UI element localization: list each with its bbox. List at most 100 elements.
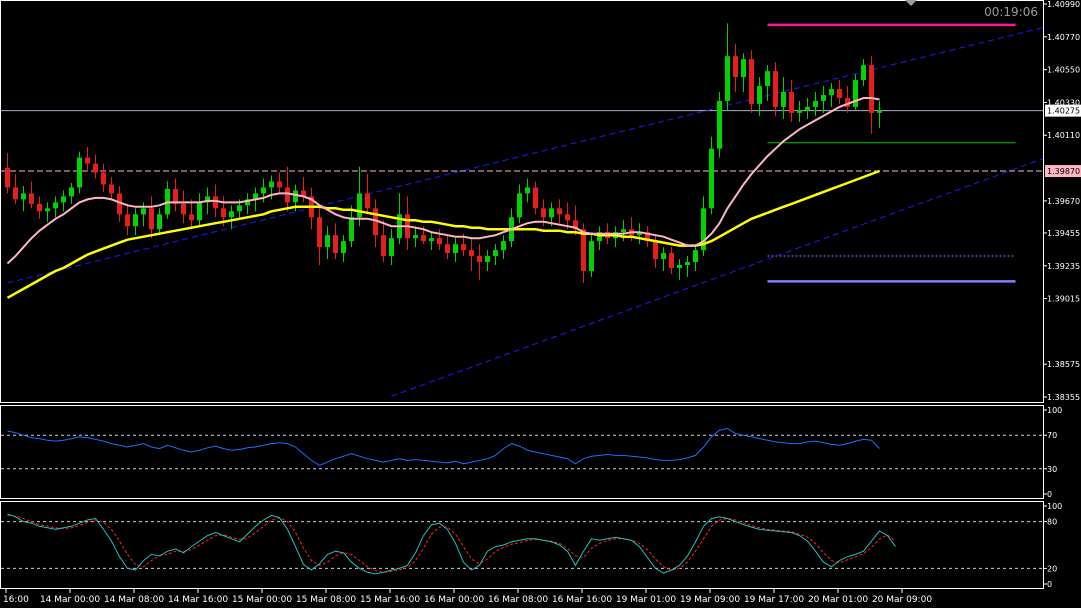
time-tick-label: 16 Mar 08:00 xyxy=(488,595,548,605)
price-tick-label: 1.38355 xyxy=(1047,393,1080,402)
candle-body xyxy=(829,89,834,95)
candle-body xyxy=(621,229,626,233)
slow-moving-average-line xyxy=(6,169,880,299)
candle-body xyxy=(117,193,122,215)
candle-body xyxy=(653,241,658,260)
candle-body xyxy=(421,235,426,242)
candle-body xyxy=(253,193,258,200)
candle-body xyxy=(285,187,290,203)
candle-body xyxy=(205,196,210,203)
rsi-line xyxy=(7,427,880,466)
candle-body xyxy=(485,256,490,263)
candle-body xyxy=(773,71,778,107)
candle-body xyxy=(757,86,762,104)
candle-body xyxy=(565,214,570,221)
candle-body xyxy=(29,193,34,204)
stochastic-signal-line xyxy=(7,514,896,573)
candle-body xyxy=(517,193,522,218)
price-label-text: 1.40275 xyxy=(1047,107,1080,116)
stochastic-tick-label: 100 xyxy=(1047,502,1062,511)
candle-body xyxy=(685,262,690,266)
candle-body xyxy=(661,253,666,260)
price-label-box xyxy=(1045,104,1081,117)
price-labels: 1.40275 1.39870 xyxy=(1045,104,1081,178)
candle-body xyxy=(493,250,498,257)
rsi-tick-label: 100 xyxy=(1047,406,1062,415)
candle-body xyxy=(213,196,218,209)
candle-body xyxy=(701,208,706,251)
candle-body xyxy=(69,187,74,197)
candle-body xyxy=(133,214,138,227)
candle-body xyxy=(197,202,202,221)
time-tick-label: 14 Mar 08:00 xyxy=(104,595,164,605)
candle-body xyxy=(109,184,114,194)
candle-body xyxy=(21,193,26,200)
candle-body xyxy=(101,172,106,185)
stochastic-tick-label: 80 xyxy=(1047,518,1057,527)
candle-body xyxy=(333,235,338,254)
rsi-tick-label: 0 xyxy=(1047,490,1052,499)
candle-body xyxy=(853,80,858,107)
candle-body xyxy=(317,217,322,248)
rsi-pane: 100 70 30 0 xyxy=(0,405,1062,499)
candle-body xyxy=(277,181,282,188)
candle-body xyxy=(741,59,746,78)
candle-body xyxy=(645,232,650,242)
price-tick-label: 1.38575 xyxy=(1047,360,1080,369)
candle-body xyxy=(413,235,418,239)
candle-body xyxy=(837,89,842,98)
candle-body xyxy=(149,208,154,230)
candle-body xyxy=(709,148,714,209)
rsi-series-line xyxy=(7,427,880,466)
time-tick-label: 20 Mar 01:00 xyxy=(808,595,868,605)
candle-body xyxy=(877,109,882,113)
candle-body xyxy=(53,202,58,209)
candle-body xyxy=(125,214,130,227)
candle-body xyxy=(461,244,466,251)
candle-body xyxy=(581,229,586,271)
candle-body xyxy=(85,157,90,164)
candle-body xyxy=(717,100,722,149)
price-label-text: 1.39870 xyxy=(1047,167,1080,176)
candle-body xyxy=(341,241,346,254)
candle-body xyxy=(237,205,242,212)
candle-body xyxy=(437,238,442,245)
candle-body xyxy=(45,208,50,212)
candle-body xyxy=(765,71,770,87)
time-tick-label: 19 Mar 01:00 xyxy=(616,595,676,605)
price-tick-label: 1.40550 xyxy=(1047,66,1080,75)
candle-body xyxy=(37,203,42,212)
stochastic-pane: 100 80 20 0 xyxy=(0,501,1062,589)
channel-line xyxy=(391,158,1043,397)
stochastic-tick-label: 0 xyxy=(1047,580,1052,589)
stochastic-axis: 100 80 20 0 xyxy=(1043,502,1062,589)
candle-body xyxy=(221,208,226,218)
candle-body xyxy=(373,208,378,236)
rsi-tick-label: 30 xyxy=(1047,465,1057,474)
candle-body xyxy=(13,187,18,200)
countdown-timer: 00:19:06 xyxy=(984,5,1038,19)
candle-body xyxy=(357,193,362,218)
moving-averages xyxy=(6,97,880,299)
time-tick-label: 15 Mar 00:00 xyxy=(232,595,292,605)
price-pane-frame xyxy=(0,0,1044,403)
candle-body xyxy=(293,190,298,203)
candle-body xyxy=(501,241,506,251)
price-tick-label: 1.39670 xyxy=(1047,197,1080,206)
stochastic-main-line xyxy=(7,513,896,575)
rsi-levels xyxy=(1,434,1043,470)
rsi-pane-frame xyxy=(0,405,1044,499)
candle-body xyxy=(821,94,826,101)
candle-body xyxy=(805,106,810,110)
candle-body xyxy=(189,214,194,221)
candle-body xyxy=(181,203,186,215)
price-tick-label: 1.40110 xyxy=(1047,131,1080,140)
candle-body xyxy=(789,91,794,113)
time-tick-label: 15 Mar 08:00 xyxy=(296,595,356,605)
time-tick-label: 16 Mar 00:00 xyxy=(424,595,484,605)
chart-shift-marker-icon[interactable] xyxy=(905,0,917,6)
price-tick-label: 1.40770 xyxy=(1047,33,1080,42)
channel-line xyxy=(7,27,1043,284)
candle-body xyxy=(533,187,538,209)
